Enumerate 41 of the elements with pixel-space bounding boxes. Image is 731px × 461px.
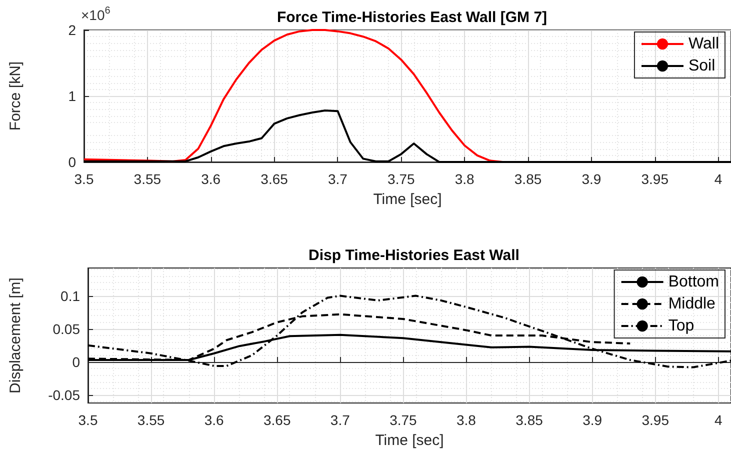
x-tick-label: 4 [714,412,722,428]
chart-title: Disp Time-Histories East Wall [308,247,520,264]
x-tick-label: 3.65 [263,412,291,428]
x-tick-label: 3.85 [516,412,544,428]
y-axis-title: Force [kN] [7,61,24,131]
y-tick-label: 0 [68,154,76,170]
y-tick-label: 0.1 [60,288,80,304]
x-tick-label: 3.55 [134,171,162,187]
x-tick-label: 3.95 [642,412,670,428]
x-tick-label: 3.65 [260,171,288,187]
legend-label: Wall [688,36,719,52]
y-tick-label: -0.05 [48,387,80,404]
chart-title: Force Time-Histories East Wall [GM 7] [276,9,548,26]
y-axis-title: Displacement [m] [7,278,24,394]
x-tick-label: 3.8 [454,171,475,187]
x-tick-label: 3.8 [456,412,476,428]
x-tick-label: 3.55 [137,412,165,428]
legend-label: Soil [688,58,716,74]
x-tick-label: 3.95 [641,171,669,187]
x-axis-title: Time [sec] [373,191,442,208]
y-tick-label: 0 [72,354,80,370]
x-tick-label: 3.6 [204,412,224,428]
x-tick-label: 3.9 [582,412,602,428]
x-tick-label: 3.7 [328,171,348,187]
line-series [87,294,731,368]
legend-label: Middle [668,296,716,312]
x-tick-label: 4 [714,171,722,187]
y-tick-label: 2 [68,22,76,38]
x-tick-label: 3.5 [74,171,94,187]
x-tick-label: 3.9 [582,171,602,187]
x-tick-label: 3.6 [201,171,221,187]
y-tick-label: 0.05 [52,320,80,337]
x-tick-label: 3.5 [78,412,98,428]
x-tick-label: 3.85 [514,171,542,187]
y-tick-label: 1 [68,88,76,104]
legend-label: Bottom [668,274,719,290]
x-tick-label: 3.75 [390,412,418,428]
x-axis-title: Time [sec] [375,432,444,449]
x-tick-label: 3.7 [330,412,350,428]
legend-label: Top [668,318,694,334]
x-tick-label: 3.75 [388,171,415,187]
